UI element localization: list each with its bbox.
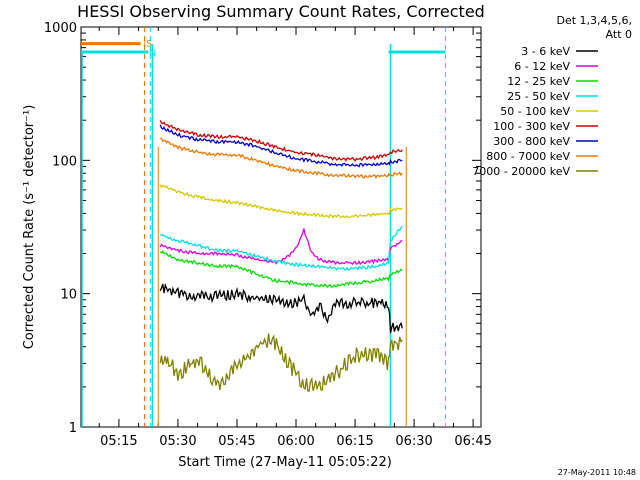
legend-header: Att 0 [606, 28, 632, 41]
y-tick-label: 100 [52, 154, 77, 169]
x-tick-label: 05:15 [100, 434, 137, 449]
x-axis-label: Start Time (27-May-11 05:05:22) [178, 455, 392, 470]
x-tick-label: 05:30 [159, 434, 196, 449]
date-stamp: 27-May-2011 10:48 [558, 468, 636, 477]
x-tick-label: 06:30 [395, 434, 432, 449]
y-tick-label: 10 [60, 288, 77, 303]
legend-entry-label: 6 - 12 keV [514, 60, 570, 73]
y-tick-label: 1000 [44, 21, 77, 36]
series-line [159, 282, 403, 334]
x-tick-label: 06:00 [277, 434, 314, 449]
orange-bar-label: IS [144, 40, 153, 50]
x-tick-label: 05:45 [218, 434, 255, 449]
y-tick-label: 1 [69, 421, 77, 436]
chart-title: HESSI Observing Summary Count Rates, Cor… [77, 2, 485, 21]
legend-header: Det 1,3,4,5,6, [556, 14, 632, 27]
series-line [159, 225, 403, 271]
legend-entry-label: 100 - 300 keV [493, 120, 570, 133]
legend-entry-label: 300 - 800 keV [493, 135, 570, 148]
series-line [159, 184, 403, 219]
series-line [160, 137, 403, 180]
series-line [159, 333, 403, 392]
legend-entry-label: 12 - 25 keV [507, 75, 570, 88]
series-line [159, 124, 403, 168]
series-line [159, 228, 403, 266]
plot-frame [80, 26, 482, 428]
series-line [159, 120, 403, 162]
legend-entry-label: 800 - 7000 keV [486, 150, 570, 163]
x-tick-label: 06:45 [454, 434, 491, 449]
legend-entry-label: 50 - 100 keV [500, 105, 570, 118]
legend-entry-label: 25 - 50 keV [507, 90, 570, 103]
legend-entry-label: 7000 - 20000 keV [472, 165, 570, 178]
legend-entry-label: 3 - 6 keV [521, 45, 570, 58]
y-axis-label: Corrected Count Rate (s⁻¹ detector⁻¹) [22, 105, 37, 350]
series-line [159, 250, 403, 289]
x-tick-label: 06:15 [336, 434, 373, 449]
